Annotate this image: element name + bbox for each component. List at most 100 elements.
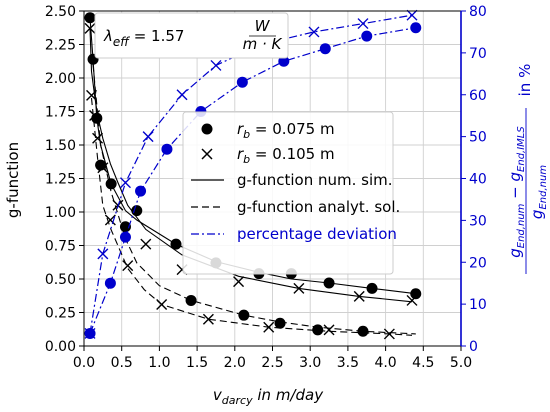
series-1-point <box>202 313 214 325</box>
annotation-lambda: λ <box>103 27 113 45</box>
y-tick-label: 1.25 <box>45 172 76 188</box>
series-6-point <box>319 43 331 55</box>
y2-tick-label: 0 <box>469 339 478 355</box>
series-7-point-stroke-b <box>210 59 222 71</box>
svg-text:in %: in % <box>516 64 534 97</box>
axes <box>79 10 466 351</box>
series-7-point <box>119 177 131 189</box>
x-tick-label: 2.5 <box>261 355 283 371</box>
x-tick-label: 5.0 <box>450 355 472 371</box>
series-7-point-stroke-b <box>97 248 109 260</box>
y-tick-label: 1.00 <box>45 205 76 221</box>
series-0-point <box>238 309 250 321</box>
x-tick-label: 4.0 <box>374 355 396 371</box>
y-tick-label: 1.75 <box>45 105 76 121</box>
x-tick-label: 0.5 <box>111 355 133 371</box>
series-6-point <box>361 30 373 42</box>
series-1-point-stroke-b <box>104 214 116 226</box>
series-1-point-stroke-b <box>122 260 134 272</box>
series-layer <box>84 9 422 340</box>
y2-tick-label: 10 <box>469 297 487 313</box>
y2-tick-label: 80 <box>469 4 487 20</box>
series-7-point-stroke-b <box>119 177 131 189</box>
svg-text:λeff = 1.57: λeff = 1.57 <box>103 27 184 49</box>
legend-label-num-sim: g-function num. sim. <box>237 171 393 189</box>
series-6-point <box>236 76 248 88</box>
y-axis-label: g-function <box>4 142 22 218</box>
x-tick-label: 4.5 <box>412 355 434 371</box>
svg-text:gEnd,num − gEnd,IMLS: gEnd,num − gEnd,IMLS <box>506 126 527 258</box>
series-7-point <box>406 9 418 21</box>
series-0-point <box>185 294 197 306</box>
series-1-point <box>406 294 418 306</box>
y-tick-label: 0.75 <box>45 239 76 255</box>
series-2-line <box>89 17 416 295</box>
y2-tick-label: 40 <box>469 172 487 188</box>
series-1-point <box>104 214 116 226</box>
series-3-line <box>89 28 413 303</box>
legend-label-rb105: rb = 0.105 m <box>237 145 335 166</box>
series-7-point <box>97 248 109 260</box>
series-7-point-stroke-b <box>84 327 96 339</box>
series-7-point <box>142 131 154 143</box>
legend-label-analyt: g-function analyt. sol. <box>237 198 400 216</box>
y2-tick-label: 70 <box>469 46 487 62</box>
annotation-eq: = 1.57 <box>129 27 185 45</box>
series-6-point <box>161 143 173 155</box>
series-4-line <box>92 64 416 335</box>
series-7-point <box>176 89 188 101</box>
annotation-den: m · K <box>243 35 283 53</box>
series-7-point <box>308 26 320 38</box>
legend-marker-rb075 <box>201 123 213 135</box>
legend: rb = 0.075 m rb = 0.105 m g-function num… <box>182 111 400 275</box>
series-1-point-stroke-b <box>202 313 214 325</box>
series-7-point <box>84 327 96 339</box>
series-7-point-stroke-b <box>406 9 418 21</box>
x-tick-label: 1.5 <box>186 355 208 371</box>
series-7-point <box>210 59 222 71</box>
x-tick-label: 3.0 <box>299 355 321 371</box>
series-6-point <box>119 231 131 243</box>
x-tick-label: 2.0 <box>224 355 246 371</box>
legend-label-deviation: percentage deviation <box>237 225 397 243</box>
x-axis-label: vdarcy in m/day <box>213 386 324 407</box>
series-1-point-stroke-b <box>406 294 418 306</box>
y-tick-label: 2.00 <box>45 71 76 87</box>
series-7-point-stroke-b <box>357 18 369 30</box>
x-tick-label: 1.0 <box>148 355 170 371</box>
legend-marker-rb105 <box>201 148 213 160</box>
y2-tick-label: 50 <box>469 130 487 146</box>
series-1-point-stroke-b <box>92 132 104 144</box>
series-5-line <box>90 98 413 336</box>
series-1-point <box>122 260 134 272</box>
series-1-point <box>92 132 104 144</box>
legend-label-rb075: rb = 0.075 m <box>237 120 335 141</box>
series-6-point <box>410 22 422 34</box>
y-tick-label: 0.00 <box>45 339 76 355</box>
y-tick-label: 0.25 <box>45 306 76 322</box>
series-0-point <box>131 205 143 217</box>
series-1-point <box>233 276 245 288</box>
series-1-point-stroke-b <box>323 324 335 336</box>
y-tick-label: 1.50 <box>45 138 76 154</box>
series-1-point-stroke-b <box>140 238 152 250</box>
svg-text:gEnd,num: gEnd,num <box>528 165 549 219</box>
series-7-point-stroke-b <box>142 131 154 143</box>
y2-tick-label: 60 <box>469 88 487 104</box>
x-tick-label: 0.0 <box>73 355 95 371</box>
series-6-point <box>135 185 147 197</box>
series-0-point <box>274 317 286 329</box>
series-1-point <box>323 324 335 336</box>
y-tick-label: 2.50 <box>45 4 76 20</box>
y-tick-label: 2.25 <box>45 38 76 54</box>
y2-tick-label: 30 <box>469 213 487 229</box>
y-tick-label: 0.50 <box>45 272 76 288</box>
series-6-point <box>104 277 116 289</box>
annotation: λeff = 1.57 W m · K <box>94 12 289 59</box>
series-7-point-stroke-b <box>308 26 320 38</box>
annotation-lambda-sub: eff <box>113 35 130 49</box>
series-1-point-stroke-b <box>233 276 245 288</box>
series-7-point-stroke-b <box>176 89 188 101</box>
series-7-point <box>357 18 369 30</box>
series-7-line <box>89 14 413 334</box>
